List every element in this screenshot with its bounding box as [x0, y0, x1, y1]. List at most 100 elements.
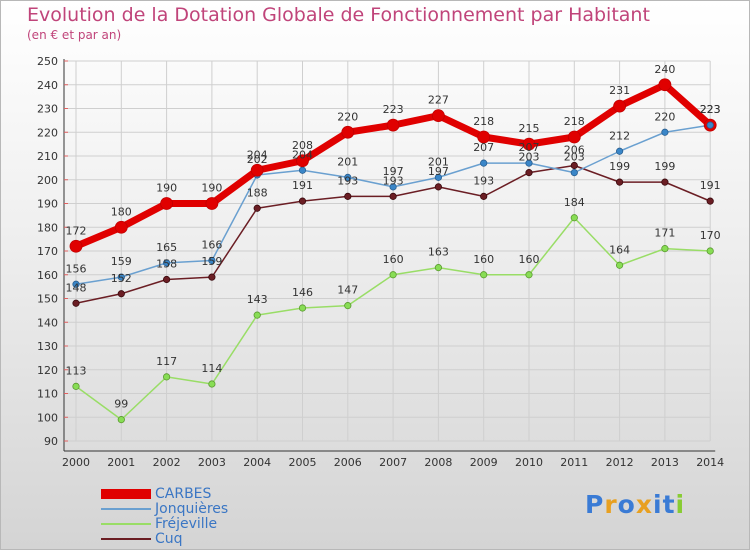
data-label-cuq: 191 — [700, 179, 721, 192]
data-point-cuq — [615, 178, 624, 186]
y-tick-label: 140 — [37, 316, 58, 329]
logo-letter: i — [675, 490, 686, 519]
data-point-frjeville — [661, 245, 669, 253]
data-label-jonquires: 204 — [292, 148, 313, 161]
data-point-carbes — [431, 109, 445, 123]
data-label-jonquires: 207 — [519, 141, 540, 154]
data-point-frjeville — [344, 302, 352, 310]
x-tick-label: 2002 — [153, 456, 181, 469]
data-point-frjeville — [706, 247, 714, 255]
data-label-frjeville: 113 — [66, 364, 87, 377]
data-label-cuq: 191 — [292, 179, 313, 192]
data-label-carbes: 190 — [201, 182, 222, 195]
data-point-cuq — [525, 169, 533, 177]
data-point-carbes — [69, 239, 83, 253]
data-label-frjeville: 99 — [114, 398, 128, 411]
data-point-cuq — [480, 192, 488, 200]
data-label-carbes: 227 — [428, 94, 449, 107]
data-point-jonquires — [298, 166, 307, 174]
data-point-cuq — [389, 192, 397, 200]
data-label-frjeville: 143 — [247, 293, 268, 306]
y-tick-label: 160 — [37, 269, 58, 282]
data-point-cuq — [661, 178, 669, 186]
y-tick-label: 190 — [37, 198, 58, 211]
data-point-carbes — [296, 154, 309, 168]
data-label-carbes: 172 — [66, 224, 87, 237]
legend-swatch — [101, 538, 151, 540]
data-label-frjeville: 117 — [156, 355, 177, 368]
x-tick-label: 2007 — [379, 456, 407, 469]
data-label-frjeville: 146 — [292, 286, 313, 299]
data-point-jonquires — [480, 159, 488, 167]
legend-item-jonquires: Jonquières — [101, 501, 228, 517]
data-point-cuq — [163, 275, 171, 284]
legend-label: Cuq — [155, 531, 183, 547]
legend-swatch — [101, 523, 151, 525]
data-point-frjeville — [525, 271, 533, 279]
x-tick-label: 2013 — [651, 456, 679, 469]
data-point-frjeville — [615, 261, 624, 269]
legend-item-cuq: Cuq — [101, 531, 183, 547]
data-label-jonquires: 207 — [473, 141, 494, 154]
data-point-carbes — [250, 163, 264, 177]
data-label-jonquires: 223 — [700, 103, 721, 116]
data-point-jonquires — [525, 159, 533, 167]
data-point-jonquires — [570, 169, 578, 177]
y-tick-label: 130 — [37, 340, 58, 353]
data-point-jonquires — [344, 173, 352, 181]
data-point-frjeville — [570, 214, 578, 222]
data-point-jonquires — [615, 147, 624, 155]
logo-letter: r — [604, 490, 618, 519]
x-tick-label: 2009 — [470, 456, 498, 469]
data-label-jonquires: 201 — [337, 155, 358, 168]
x-tick-label: 2012 — [606, 456, 634, 469]
data-label-jonquires: 165 — [156, 241, 177, 254]
data-label-carbes: 218 — [473, 115, 494, 128]
data-label-jonquires: 202 — [247, 153, 268, 166]
logo-letter: t — [662, 490, 676, 519]
data-point-carbes — [205, 197, 219, 210]
chart-title: Evolution de la Dotation Globale de Fonc… — [27, 4, 650, 26]
logo-letter: o — [617, 490, 636, 519]
data-point-frjeville — [72, 382, 80, 390]
data-point-frjeville — [253, 311, 261, 319]
data-point-jonquires — [434, 173, 442, 181]
data-label-cuq: 193 — [337, 174, 358, 187]
legend-label: Jonquières — [155, 501, 229, 517]
data-point-frjeville — [480, 271, 488, 279]
data-point-cuq — [570, 161, 578, 170]
data-label-carbes: 218 — [564, 115, 585, 128]
data-label-cuq: 193 — [383, 174, 404, 187]
y-tick-label: 170 — [37, 245, 58, 258]
y-tick-label: 240 — [37, 79, 58, 92]
data-point-jonquires — [389, 183, 397, 191]
y-tick-label: 250 — [37, 55, 58, 68]
data-label-frjeville: 147 — [337, 284, 358, 297]
data-point-cuq — [208, 273, 216, 281]
y-tick-label: 150 — [37, 293, 58, 306]
data-label-jonquires: 212 — [609, 129, 630, 142]
legend-label: CARBES — [155, 486, 212, 502]
x-tick-label: 2001 — [107, 456, 135, 469]
x-tick-label: 2003 — [198, 456, 226, 469]
legend-swatch — [101, 489, 151, 499]
data-point-jonquires — [163, 259, 171, 267]
logo-letter: i — [653, 490, 663, 519]
data-point-cuq — [253, 204, 261, 212]
data-label-jonquires: 156 — [66, 262, 87, 275]
data-point-frjeville — [389, 271, 397, 279]
y-tick-label: 110 — [37, 388, 58, 401]
logo-letter: x — [635, 490, 653, 519]
legend-item-carbes: CARBES — [101, 486, 211, 502]
data-label-carbes: 223 — [383, 103, 404, 116]
data-point-jonquires — [72, 280, 80, 288]
data-label-jonquires: 197 — [383, 165, 404, 178]
data-point-jonquieres — [706, 121, 714, 129]
y-tick-label: 180 — [37, 221, 58, 234]
data-label-jonquires: 166 — [201, 239, 222, 252]
data-label-frjeville: 171 — [654, 227, 675, 240]
data-point-carbes — [341, 125, 355, 139]
data-point-carbes — [114, 220, 128, 234]
x-tick-label: 2000 — [62, 456, 90, 469]
data-point-carbes — [386, 118, 400, 132]
